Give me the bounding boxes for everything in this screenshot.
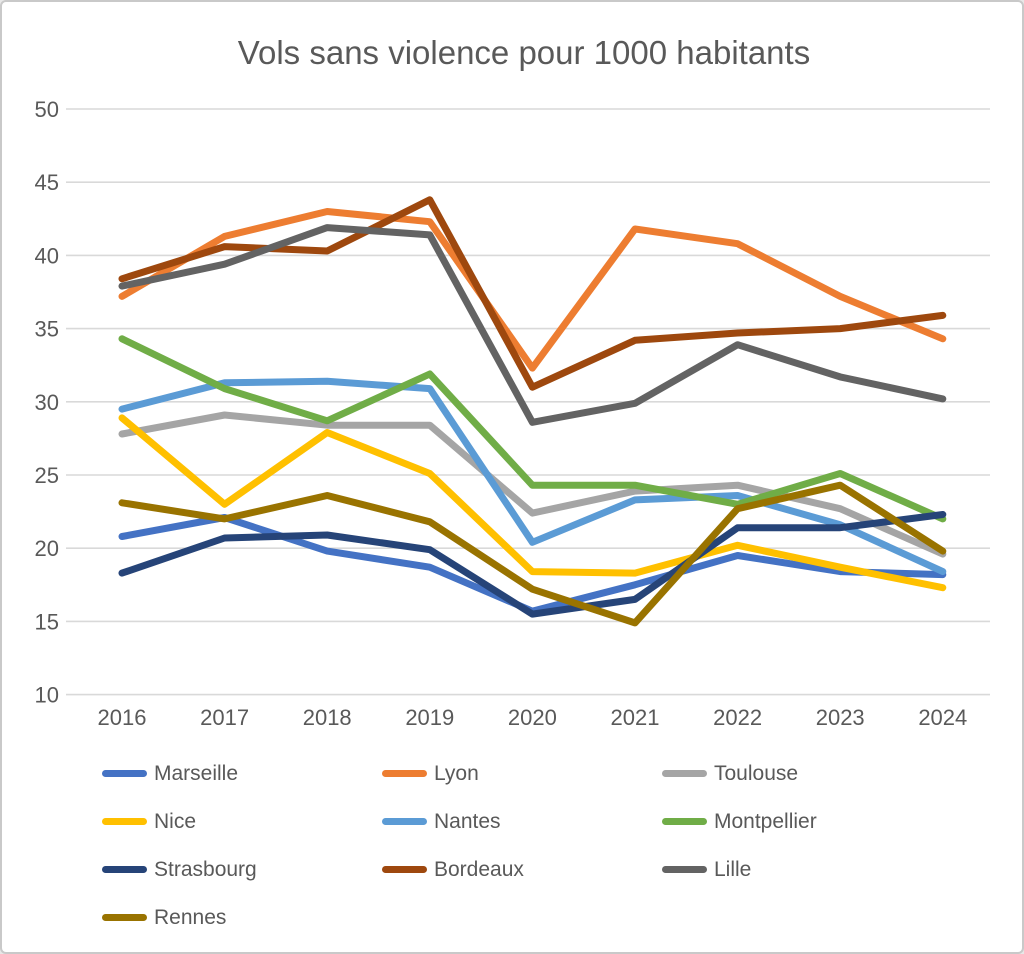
x-tick-label: 2020: [508, 705, 557, 730]
y-tick-label: 50: [35, 97, 59, 122]
y-tick-label: 45: [35, 170, 59, 195]
x-tick-label: 2019: [405, 705, 454, 730]
y-tick-label: 20: [35, 536, 59, 561]
chart-title: Vols sans violence pour 1000 habitants: [238, 34, 810, 71]
x-tick-label: 2023: [816, 705, 865, 730]
y-tick-label: 10: [35, 683, 59, 708]
y-tick-label: 35: [35, 317, 59, 342]
gridlines: [66, 108, 990, 696]
y-tick-label: 40: [35, 243, 59, 268]
series-line-lyon: [118, 208, 947, 372]
series-line-toulouse: [118, 411, 947, 558]
x-tick-label: 2016: [98, 705, 147, 730]
x-tick-label: 2017: [200, 705, 249, 730]
y-tick-label: 25: [35, 463, 59, 488]
series-line-bordeaux: [118, 196, 947, 391]
series-line-montpellier: [118, 335, 947, 523]
series-line-nice: [118, 414, 947, 592]
y-tick-label: 15: [35, 609, 59, 634]
x-tick-label: 2018: [303, 705, 352, 730]
x-axis-labels: 2016 2017 2018 2019 2020 2021 2022 2023 2024: [98, 705, 968, 730]
series-lines: [118, 196, 947, 627]
x-tick-label: 2024: [918, 705, 967, 730]
series-line-rennes: [118, 481, 947, 627]
y-axis-labels: 50 45 40 35 30 25 20 15 10: [35, 97, 59, 708]
x-tick-label: 2022: [713, 705, 762, 730]
series-line-lille: [118, 224, 947, 426]
y-tick-label: 30: [35, 390, 59, 415]
x-tick-label: 2021: [611, 705, 660, 730]
series-line-nantes: [118, 377, 947, 576]
series-line-strasbourg: [118, 511, 947, 618]
